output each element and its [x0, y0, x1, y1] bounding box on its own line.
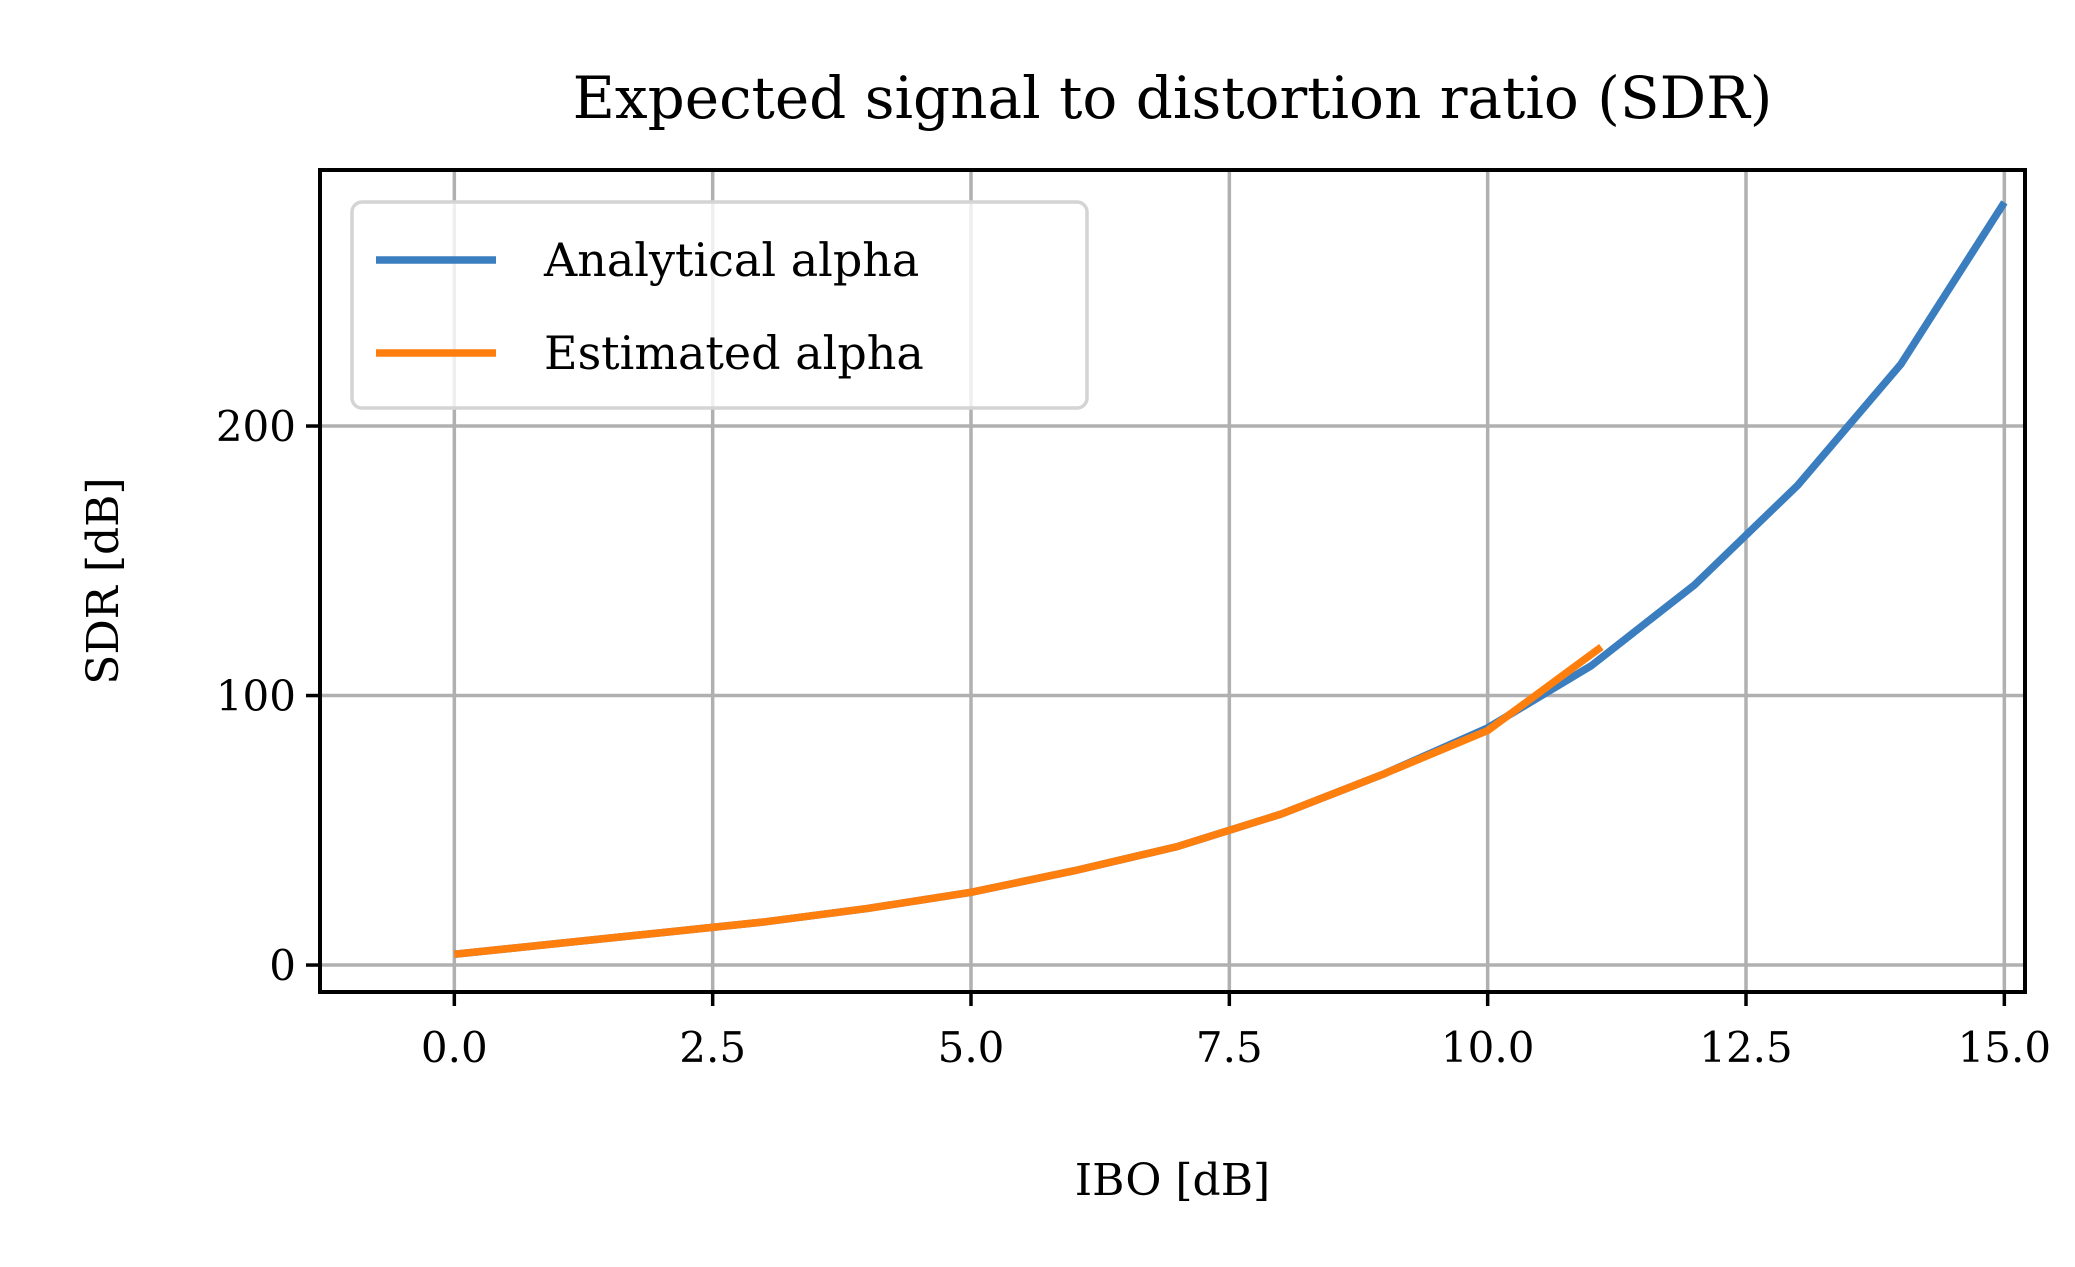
y-axis-ticks: 0 100 200: [216, 402, 320, 990]
y-tick-label: 0: [269, 941, 296, 990]
x-tick-label: 12.5: [1699, 1023, 1793, 1072]
x-tick-label: 15.0: [1958, 1023, 2052, 1072]
plot-frame: [318, 168, 2027, 994]
series-layer: [453, 200, 2008, 958]
legend-label: Estimated alpha: [544, 326, 924, 380]
x-tick-label: 0.0: [421, 1023, 488, 1072]
series-line: [453, 644, 1604, 958]
x-tick-label: 7.5: [1196, 1023, 1263, 1072]
x-tick-label: 2.5: [679, 1023, 746, 1072]
chart-title: Expected signal to distortion ratio (SDR…: [573, 64, 1773, 132]
x-tick-label: 10.0: [1441, 1023, 1535, 1072]
y-axis-label: SDR [dB]: [78, 477, 129, 684]
y-tick-label: 200: [216, 402, 296, 451]
x-tick-label: 5.0: [938, 1023, 1005, 1072]
legend-label: Analytical alpha: [543, 233, 919, 287]
legend: Analytical alpha Estimated alpha: [350, 200, 1089, 410]
x-axis-ticks: 0.0 2.5 5.0 7.5 10.0 12.5 15.0: [421, 992, 2051, 1072]
series-estimated-alpha: [453, 644, 1604, 958]
legend-box: [350, 200, 1089, 410]
x-axis-label: IBO [dB]: [1075, 1155, 1270, 1206]
y-tick-label: 100: [216, 672, 296, 721]
